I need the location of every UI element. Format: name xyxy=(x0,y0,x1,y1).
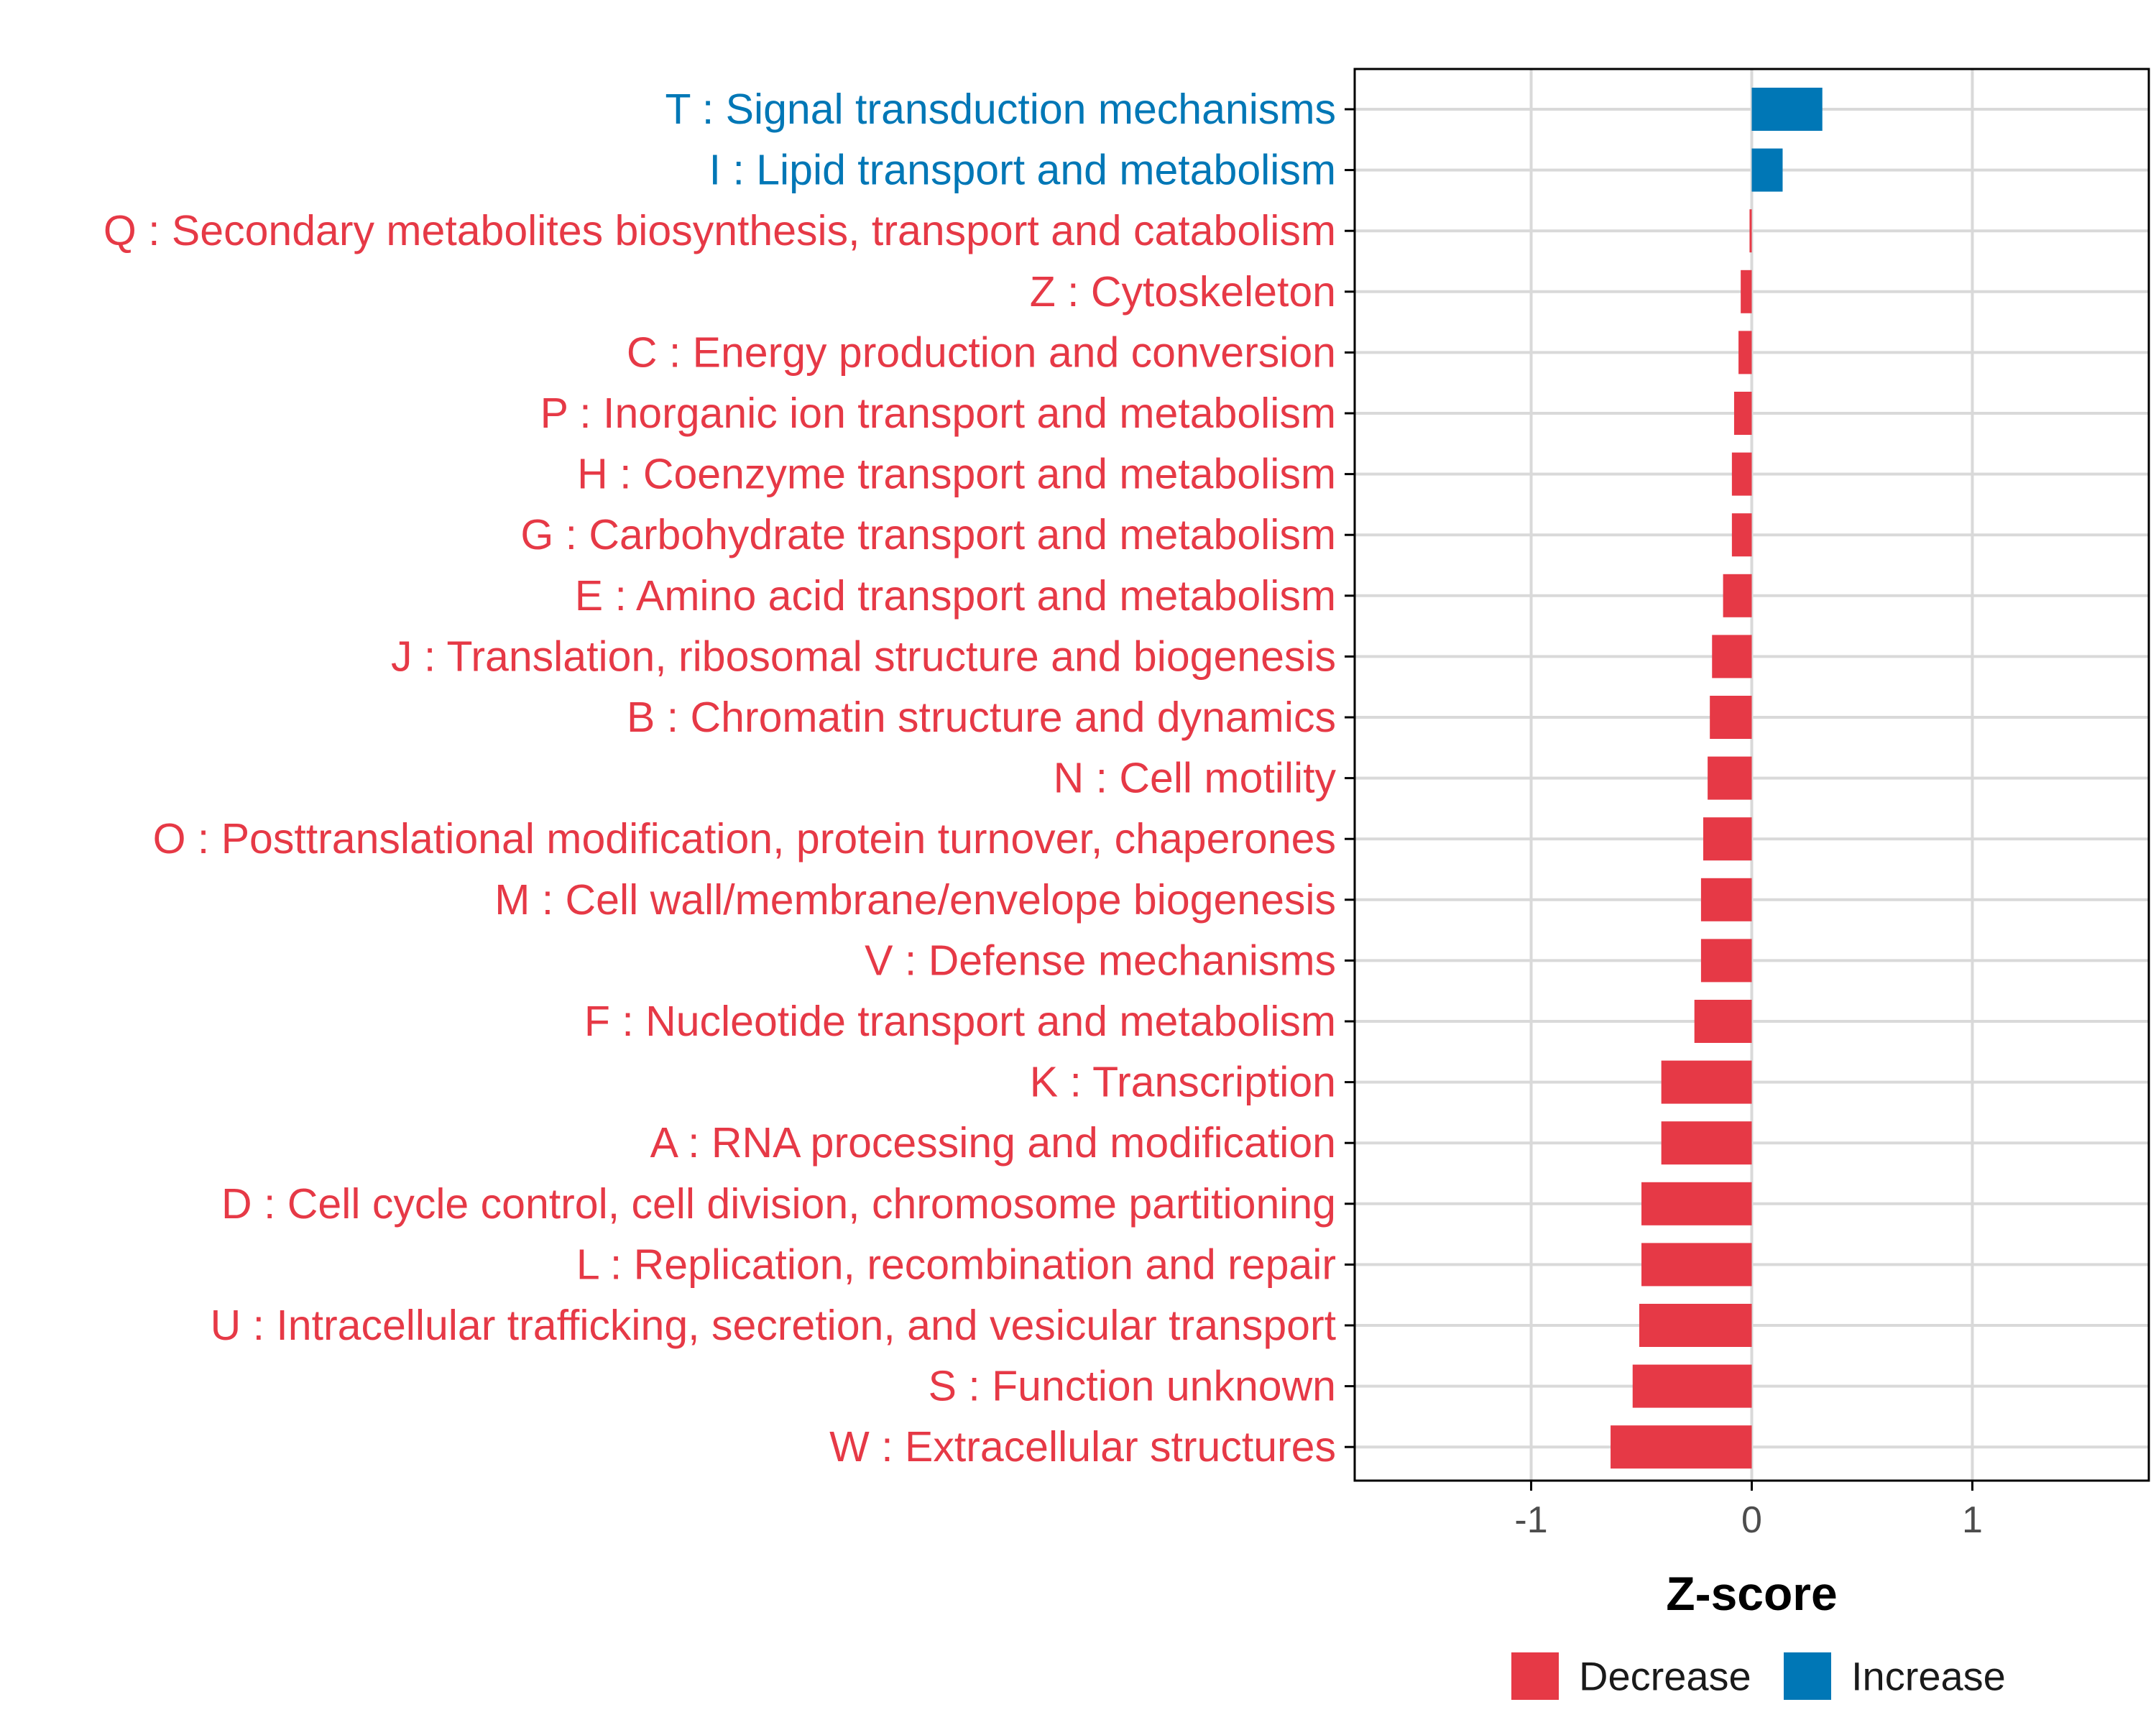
category-label: M : Cell wall/membrane/envelope biogenes… xyxy=(494,876,1336,924)
bar xyxy=(1639,1304,1752,1347)
bar xyxy=(1703,817,1752,861)
x-axis-title: Z-score xyxy=(1666,1567,1837,1620)
bar xyxy=(1733,392,1752,435)
category-label: S : Function unknown xyxy=(929,1363,1336,1410)
legend: Decrease Increase xyxy=(1511,1652,2006,1700)
bar xyxy=(1710,696,1752,739)
category-label: L : Replication, recombination and repai… xyxy=(576,1241,1336,1288)
category-label: H : Coenzyme transport and metabolism xyxy=(577,451,1336,498)
legend-label: Increase xyxy=(1851,1654,2006,1699)
category-label: D : Cell cycle control, cell division, c… xyxy=(221,1180,1336,1228)
bar xyxy=(1641,1243,1752,1287)
category-label: Z : Cytoskeleton xyxy=(1030,268,1336,316)
category-label: W : Extracellular structures xyxy=(829,1423,1336,1471)
bar xyxy=(1694,1000,1752,1043)
legend-swatch xyxy=(1784,1652,1831,1700)
bar xyxy=(1723,574,1752,617)
x-tick-label: -1 xyxy=(1514,1499,1547,1541)
bar xyxy=(1641,1182,1752,1225)
bar xyxy=(1712,635,1752,678)
bar xyxy=(1661,1121,1752,1165)
bar xyxy=(1661,1060,1752,1104)
category-label: F : Nucleotide transport and metabolism xyxy=(584,998,1336,1045)
bar xyxy=(1611,1425,1752,1469)
bars xyxy=(1611,88,1823,1469)
bar xyxy=(1749,209,1752,253)
category-label: V : Defense mechanisms xyxy=(865,937,1336,984)
bar xyxy=(1751,88,1823,131)
bar xyxy=(1731,513,1752,557)
category-label: N : Cell motility xyxy=(1054,755,1337,802)
category-label: K : Transcription xyxy=(1030,1059,1336,1106)
legend-swatch xyxy=(1511,1652,1559,1700)
x-axis-ticks: -1 0 1 xyxy=(1514,1481,1983,1541)
category-label: Q : Secondary metabolites biosynthesis, … xyxy=(103,207,1336,254)
category-label: G : Carbohydrate transport and metabolis… xyxy=(520,511,1336,558)
category-label: U : Intracellular trafficking, secretion… xyxy=(211,1302,1336,1349)
bar xyxy=(1700,939,1752,983)
category-label: C : Energy production and conversion xyxy=(627,328,1336,376)
category-label: E : Amino acid transport and metabolism xyxy=(575,572,1336,620)
category-label: A : RNA processing and modification xyxy=(650,1119,1336,1167)
bar xyxy=(1731,452,1752,496)
y-axis-labels: T : Signal transduction mechanisms I : Li… xyxy=(103,86,1337,1471)
category-label: B : Chromatin structure and dynamics xyxy=(627,694,1336,741)
bar xyxy=(1738,331,1752,374)
category-label: O : Posttranslational modification, prot… xyxy=(153,815,1336,862)
category-label: I : Lipid transport and metabolism xyxy=(709,147,1336,194)
bar xyxy=(1751,148,1783,192)
bar xyxy=(1708,756,1752,800)
bar xyxy=(1741,270,1752,313)
category-label: T : Signal transduction mechanisms xyxy=(665,86,1336,133)
bar xyxy=(1700,878,1752,921)
bar xyxy=(1632,1364,1752,1408)
x-tick-label: 1 xyxy=(1962,1499,1983,1541)
x-tick-label: 0 xyxy=(1741,1499,1762,1541)
category-label: P : Inorganic ion transport and metaboli… xyxy=(540,390,1336,437)
category-label: J : Translation, ribosomal structure and… xyxy=(391,632,1336,680)
legend-label: Decrease xyxy=(1579,1654,1751,1699)
y-axis-ticks xyxy=(1345,108,1355,1448)
